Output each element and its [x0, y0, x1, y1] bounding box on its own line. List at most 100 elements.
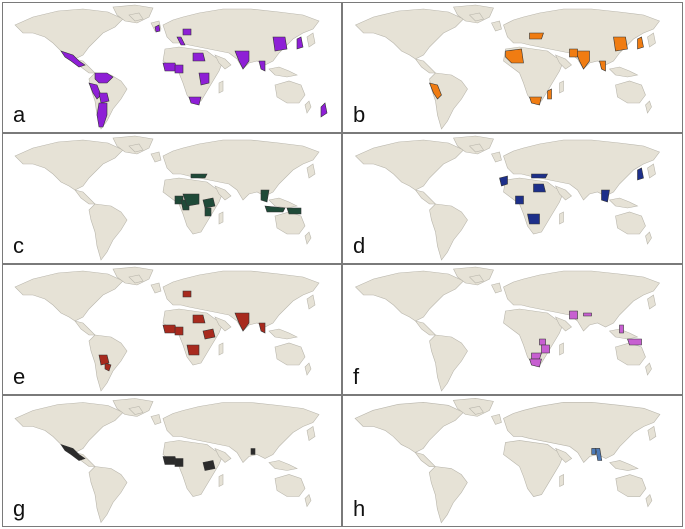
map-panel-c: c: [2, 133, 342, 264]
landmass: [14, 8, 124, 60]
landmass: [615, 474, 647, 497]
landmass: [468, 143, 484, 153]
landmass: [555, 447, 573, 463]
highlight-myanmar: [595, 448, 603, 461]
landmass: [218, 342, 224, 356]
landmass: [214, 316, 232, 332]
landmass: [306, 163, 316, 179]
highlight-japan: [637, 36, 644, 50]
landmass: [491, 20, 502, 32]
landmass: [647, 32, 656, 48]
map-panel-a: a: [2, 2, 342, 133]
landmass: [128, 406, 144, 415]
landmass: [559, 80, 564, 94]
landmass: [128, 143, 144, 153]
landmass: [491, 151, 502, 163]
highlight-madagascar: [547, 88, 552, 100]
highlight-southern-africa: [188, 96, 202, 106]
landmass: [304, 100, 312, 114]
world-map-d: [354, 135, 660, 261]
highlight-india: [575, 50, 590, 70]
world-map-e: [14, 266, 320, 392]
panel-label-g: g: [13, 496, 26, 521]
highlight-southern-africa: [529, 96, 542, 106]
landmass: [354, 8, 465, 60]
landmass: [414, 189, 437, 205]
landmass: [268, 197, 298, 209]
highlight-ukraine: [529, 32, 544, 40]
highlight-zambia: [531, 352, 542, 360]
landmass: [608, 197, 639, 209]
world-map-f: [354, 266, 660, 392]
landmass: [503, 402, 661, 463]
highlight-peru: [429, 82, 442, 100]
landmass: [503, 270, 660, 332]
landmass: [429, 72, 468, 130]
landmass: [554, 54, 572, 70]
landmass: [559, 211, 564, 225]
highlight-central-africa: [182, 193, 200, 207]
land-layer: [14, 266, 320, 392]
highlight-uganda: [539, 338, 546, 346]
highlight-layer: [429, 32, 644, 106]
map-panel-e: e: [2, 264, 342, 395]
land-layer: [354, 135, 660, 261]
highlight-bangladesh: [591, 448, 597, 455]
highlight-bangladesh: [250, 448, 256, 455]
map-panel-g: g: [2, 395, 342, 527]
highlight-pakistan: [569, 48, 578, 58]
highlight-new-zealand: [320, 102, 328, 118]
landmass: [14, 270, 124, 322]
highlight-kenya: [204, 207, 212, 217]
highlight-layer: [499, 167, 644, 225]
landmass: [554, 316, 572, 332]
landmass: [162, 270, 320, 332]
world-map-h: [354, 398, 661, 524]
landmass: [645, 100, 652, 114]
highlight-layer: [98, 290, 266, 372]
landmass: [490, 413, 502, 425]
highlight-thailand: [258, 60, 266, 72]
landmass: [645, 362, 652, 376]
highlight-ethiopia: [202, 460, 216, 471]
panel-label-f: f: [353, 364, 360, 389]
highlight-ethiopia: [202, 328, 216, 340]
landmass: [306, 426, 316, 441]
panel-label-c: c: [13, 233, 24, 258]
map-panel-d: d: [342, 133, 683, 264]
landmass: [214, 447, 232, 463]
landmass: [74, 189, 96, 205]
landmass: [428, 466, 468, 524]
highlight-china-east: [613, 36, 628, 52]
highlight-china-east: [272, 36, 288, 52]
landmass: [74, 320, 96, 336]
world-map-c: [14, 135, 320, 261]
highlight-india: [234, 312, 250, 332]
highlight-argentina: [96, 102, 108, 128]
highlight-layer: [174, 173, 302, 217]
highlight-thailand: [599, 60, 606, 72]
map-panel-f: f: [342, 264, 683, 395]
landmass: [414, 58, 437, 74]
highlight-mexico-central: [60, 443, 86, 461]
landmass: [559, 342, 564, 356]
landmass: [609, 460, 639, 471]
landmass: [491, 282, 502, 294]
panel-label-h: h: [353, 496, 366, 521]
landmass: [274, 342, 306, 366]
highlight-indochina: [260, 189, 270, 203]
landmass: [608, 66, 639, 78]
highlight-morocco: [499, 175, 508, 187]
landmass: [274, 80, 306, 104]
landmass: [354, 402, 464, 453]
landmass: [468, 274, 484, 284]
highlight-nigeria: [174, 326, 184, 336]
landmass: [218, 80, 224, 94]
highlight-colombia-venezuela: [94, 72, 114, 84]
highlight-japan: [296, 36, 304, 50]
highlight-paraguay: [104, 362, 112, 372]
landmass: [354, 139, 465, 191]
landmass: [559, 474, 564, 488]
landmass: [306, 294, 316, 310]
highlight-nigeria: [174, 64, 184, 74]
